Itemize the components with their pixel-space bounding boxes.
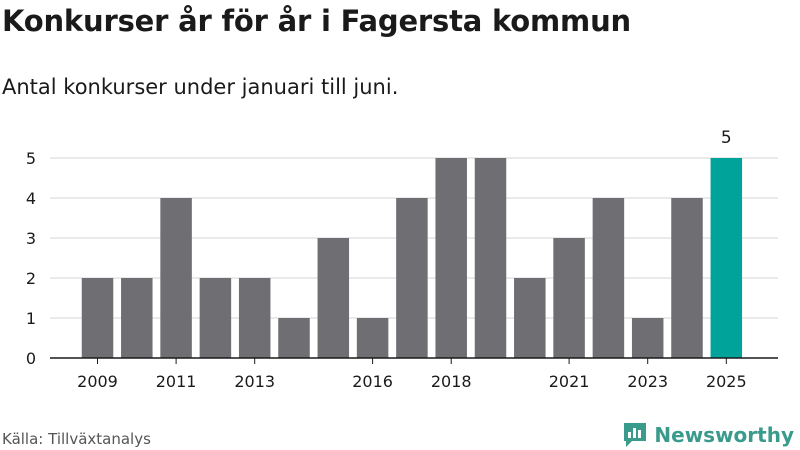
chart-subtitle: Antal konkurser under januari till juni. xyxy=(2,75,399,99)
y-tick-label-0: 0 xyxy=(26,349,36,368)
bar-2012 xyxy=(199,278,232,358)
bar-2018 xyxy=(435,158,467,358)
bar-2017 xyxy=(396,198,428,358)
x-tick-label-2023: 2023 xyxy=(627,372,668,391)
bar-2019 xyxy=(474,158,507,358)
bar-2009 xyxy=(81,278,114,358)
bar-2011 xyxy=(160,198,192,358)
y-tick-label-2: 2 xyxy=(26,269,36,288)
chart-title: Konkurser år för år i Fagersta kommun xyxy=(2,4,631,38)
x-tick-label-2021: 2021 xyxy=(549,372,590,391)
bar-2013 xyxy=(238,278,271,358)
bar-2014 xyxy=(278,318,310,358)
brand-name: Newsworthy xyxy=(654,423,794,447)
bar-2015 xyxy=(317,238,350,358)
data-label-2025: 5 xyxy=(721,128,732,148)
newsworthy-icon xyxy=(624,423,647,447)
y-tick-label-4: 4 xyxy=(26,189,36,208)
bar-2023 xyxy=(631,318,664,358)
x-tick-label-2025: 2025 xyxy=(706,372,747,391)
bar-2025 xyxy=(710,158,743,358)
bar-2010 xyxy=(121,278,153,358)
bar-2021 xyxy=(553,238,585,358)
source-note: Källa: Tillväxtanalys xyxy=(2,430,151,448)
bar-2016 xyxy=(356,318,389,358)
y-tick-label-3: 3 xyxy=(26,229,36,248)
x-tick-label-2009: 2009 xyxy=(77,372,118,391)
bar-2024 xyxy=(671,198,703,358)
y-tick-label-5: 5 xyxy=(26,149,36,168)
brand-logo: Newsworthy xyxy=(622,421,794,449)
x-tick-label-2011: 2011 xyxy=(156,372,197,391)
bar-2022 xyxy=(592,198,625,358)
x-tick-label-2018: 2018 xyxy=(431,372,472,391)
x-tick-label-2013: 2013 xyxy=(234,372,275,391)
y-tick-label-1: 1 xyxy=(26,309,36,328)
x-tick-label-2016: 2016 xyxy=(352,372,393,391)
bar-2020 xyxy=(514,278,546,358)
